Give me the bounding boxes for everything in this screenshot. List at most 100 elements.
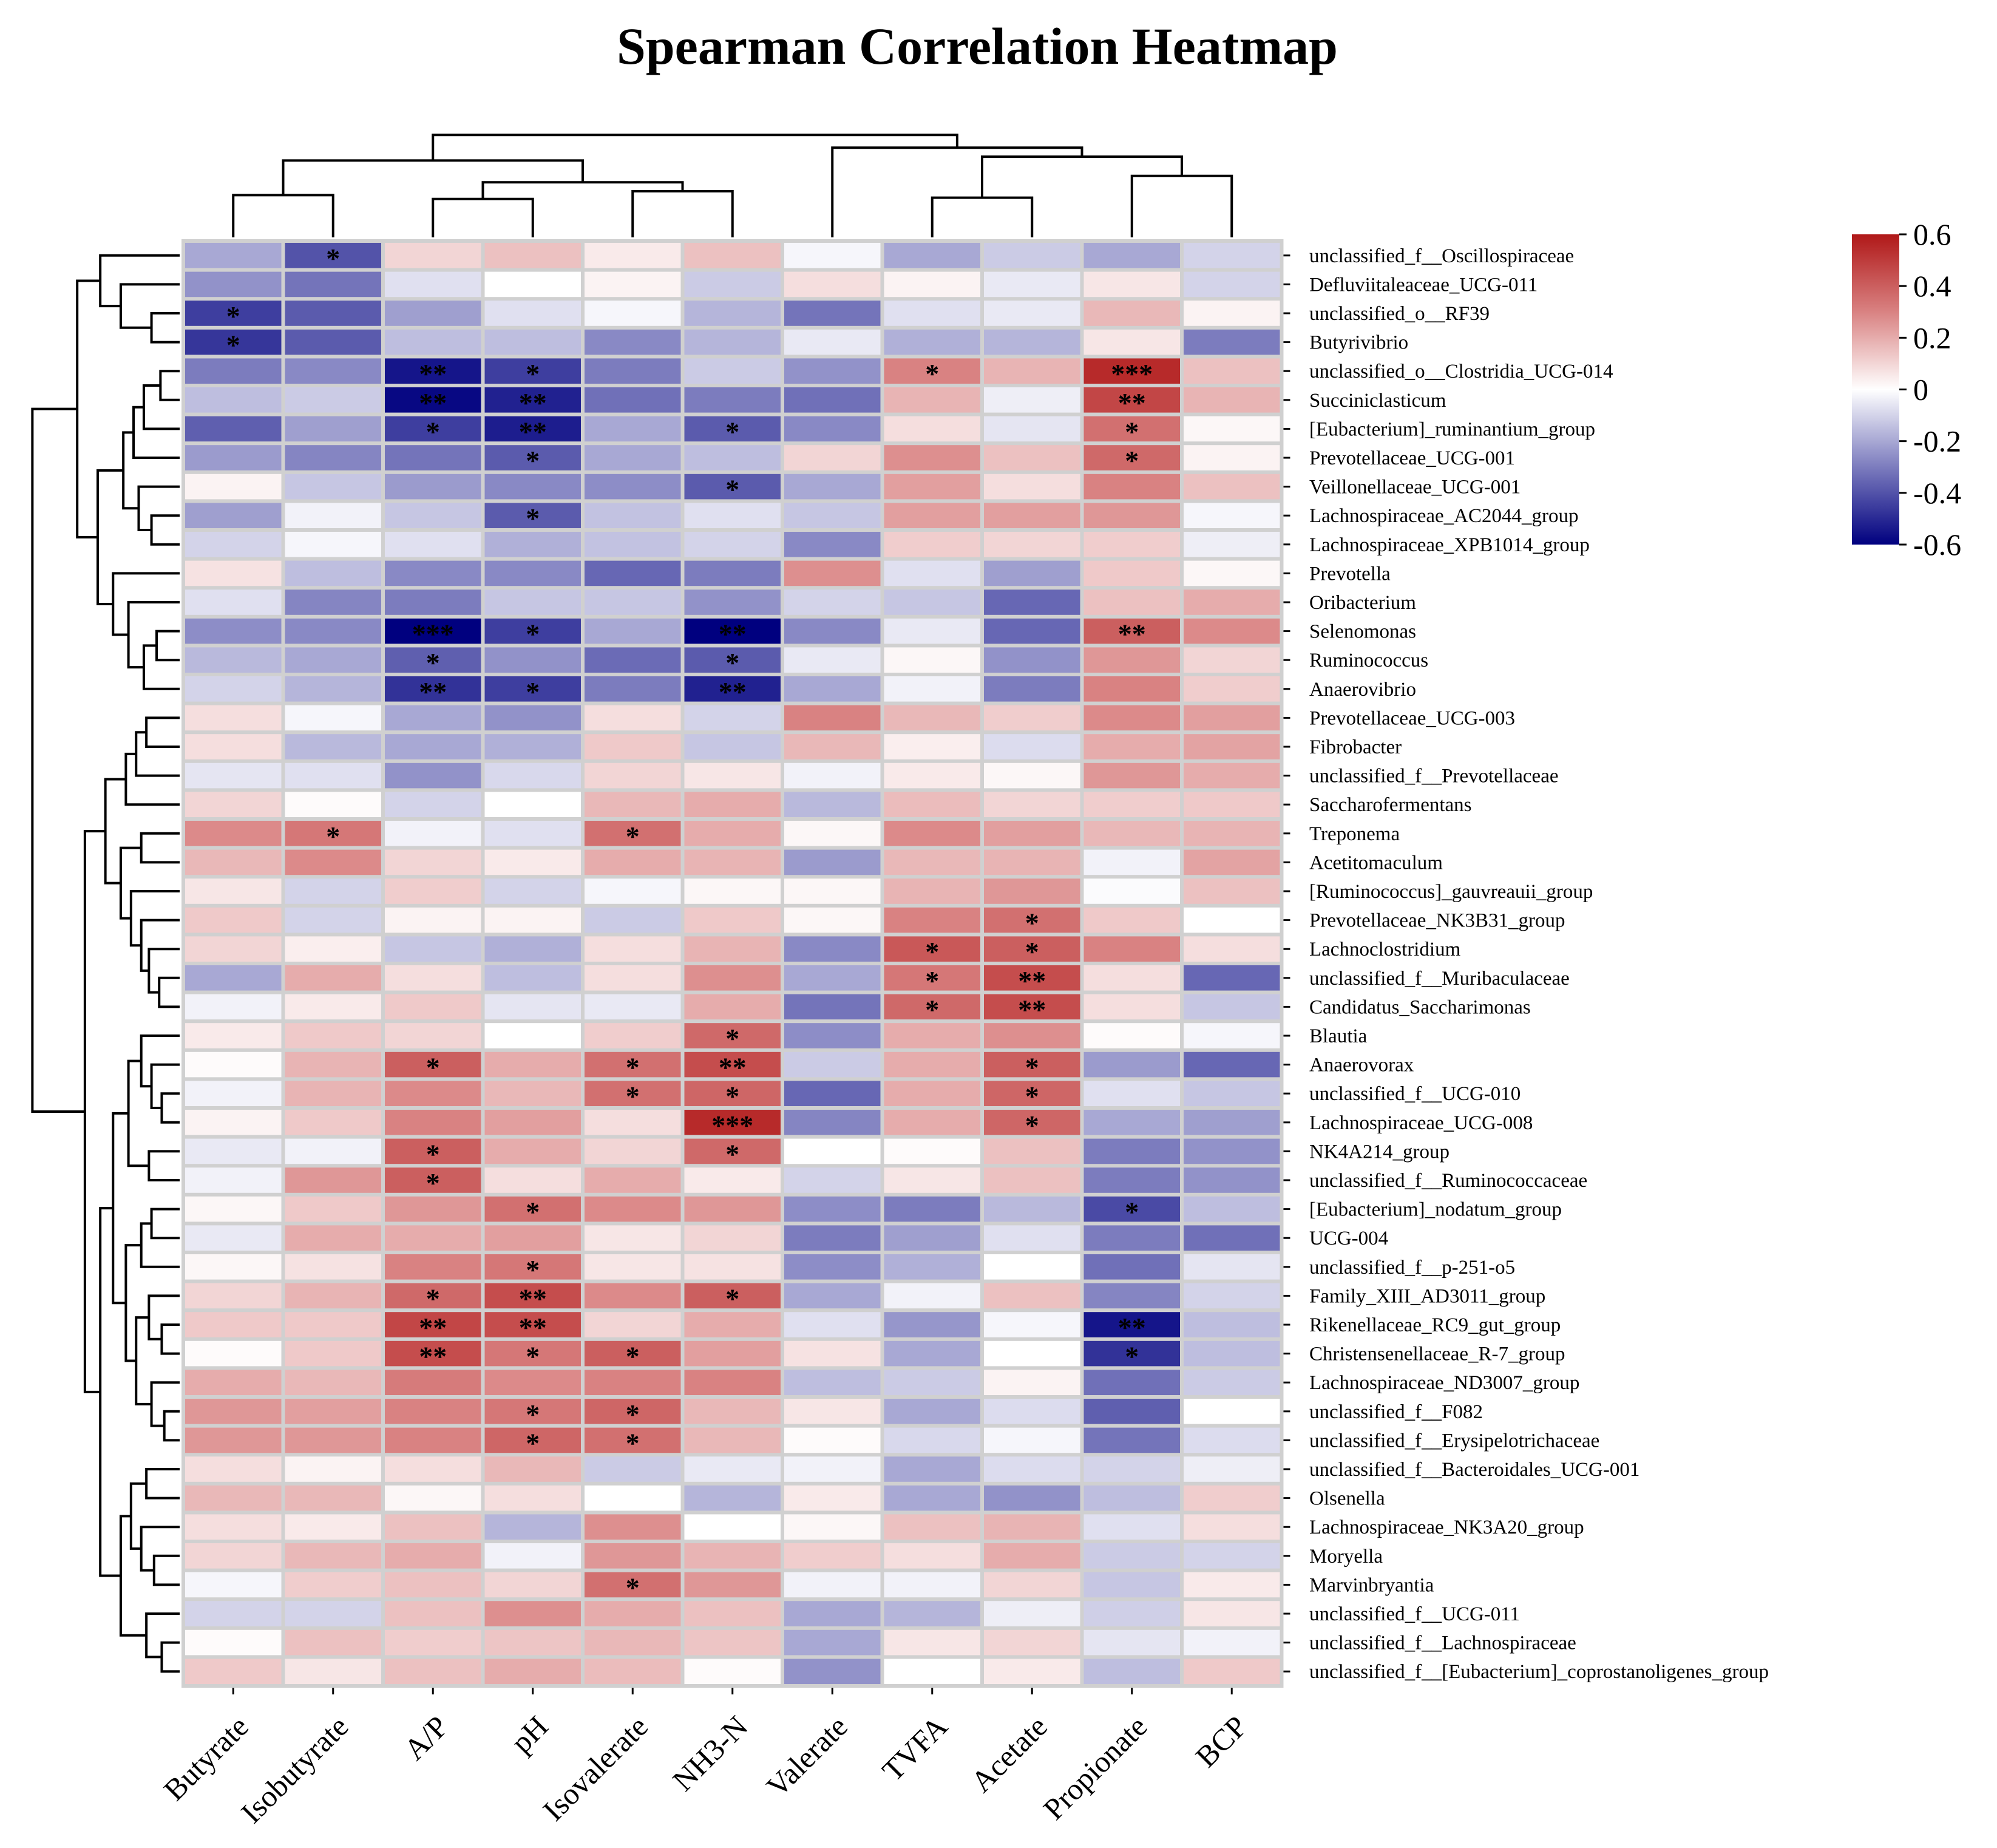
dendrogram-branch bbox=[147, 1294, 180, 1340]
colorbar-tick-label: 0 bbox=[1913, 373, 1928, 407]
heatmap-cell bbox=[585, 416, 681, 442]
heatmap-cell bbox=[984, 503, 1080, 528]
heatmap-cell bbox=[684, 1543, 781, 1569]
heatmap-cell bbox=[984, 792, 1080, 817]
heatmap-cell bbox=[1083, 1081, 1180, 1106]
row-label: unclassified_f__UCG-011 bbox=[1309, 1603, 1520, 1625]
heatmap-cell bbox=[884, 387, 980, 413]
heatmap-cell bbox=[285, 676, 381, 702]
heatmap-cell bbox=[684, 243, 781, 268]
heatmap-cell bbox=[1083, 1340, 1180, 1367]
heatmap-cell bbox=[1083, 1023, 1180, 1048]
heatmap-cell bbox=[285, 243, 381, 268]
row-label: UCG-004 bbox=[1309, 1228, 1388, 1249]
heatmap-cell bbox=[884, 1254, 980, 1280]
row-label: Succiniclasticum bbox=[1309, 390, 1446, 412]
dendrogram-branch bbox=[145, 1612, 180, 1659]
significance-marker: * bbox=[725, 474, 739, 505]
significance-marker: * bbox=[725, 416, 739, 447]
dendrogram-branch bbox=[122, 431, 139, 510]
heatmap-cell bbox=[1083, 1399, 1180, 1424]
heatmap-cell bbox=[984, 994, 1080, 1020]
significance-marker: ** bbox=[719, 676, 747, 707]
heatmap-cell bbox=[185, 1659, 282, 1684]
row-label: Acetitomaculum bbox=[1309, 852, 1443, 874]
heatmap-cell bbox=[385, 358, 481, 384]
heatmap-cell bbox=[585, 1051, 681, 1078]
heatmap-cell bbox=[585, 1312, 681, 1337]
heatmap-cell bbox=[484, 1023, 581, 1048]
heatmap-cell bbox=[884, 445, 980, 470]
row-label: unclassified_f__Prevotellaceae bbox=[1309, 766, 1559, 787]
heatmap-cell bbox=[285, 1427, 381, 1453]
heatmap-cell bbox=[1083, 618, 1180, 644]
heatmap-cell bbox=[1184, 1629, 1280, 1656]
chart-title: Spearman Correlation Heatmap bbox=[617, 17, 1338, 75]
heatmap-cell bbox=[484, 503, 581, 528]
heatmap-cell bbox=[884, 1081, 980, 1106]
heatmap-cell bbox=[585, 503, 681, 528]
column-dendrogram bbox=[232, 134, 1233, 237]
heatmap-cell bbox=[984, 1023, 1080, 1048]
heatmap-cell bbox=[285, 1572, 381, 1598]
heatmap-cell bbox=[784, 907, 881, 933]
heatmap-cell bbox=[784, 1167, 881, 1193]
column-label: NH3-N bbox=[666, 1709, 754, 1798]
heatmap-cell bbox=[185, 821, 282, 846]
heatmap-cells: ***** * * ***** ** *** ** * ** ****** * ** *** *** * **… bbox=[181, 239, 1284, 1688]
dendrogram-branch bbox=[1130, 174, 1233, 237]
heatmap-cell bbox=[784, 676, 881, 702]
dendrogram-branch bbox=[104, 778, 126, 885]
heatmap-cell bbox=[585, 849, 681, 875]
heatmap-cell bbox=[585, 907, 681, 933]
significance-marker: * bbox=[1125, 416, 1139, 447]
heatmap-cell bbox=[385, 965, 481, 991]
heatmap-cell bbox=[385, 1283, 481, 1309]
heatmap-cell bbox=[285, 1514, 381, 1540]
heatmap-cell bbox=[984, 474, 1080, 500]
heatmap-cell bbox=[385, 1110, 481, 1135]
heatmap-cell bbox=[484, 243, 581, 268]
heatmap-cell bbox=[585, 243, 681, 268]
heatmap-cell bbox=[784, 1110, 881, 1135]
heatmap-cell bbox=[484, 532, 581, 557]
significance-marker: * bbox=[326, 821, 340, 852]
heatmap-cell bbox=[1184, 647, 1280, 673]
heatmap-cell bbox=[1184, 387, 1280, 413]
heatmap-cell bbox=[385, 1399, 481, 1424]
heatmap-cell bbox=[484, 387, 581, 413]
heatmap-cell bbox=[1184, 532, 1280, 557]
heatmap-cell bbox=[484, 1514, 581, 1540]
heatmap-cell bbox=[684, 1312, 781, 1337]
heatmap-cell bbox=[884, 1138, 980, 1164]
heatmap-cell bbox=[884, 1225, 980, 1251]
significance-marker: * bbox=[526, 1341, 540, 1372]
heatmap-cell bbox=[484, 1081, 581, 1106]
heatmap-cell bbox=[585, 301, 681, 326]
heatmap-cell bbox=[385, 1023, 481, 1048]
heatmap-cell bbox=[185, 1601, 282, 1626]
column-label: Isovalerate bbox=[536, 1709, 654, 1827]
row-label: Rikenellaceae_RC9_gut_group bbox=[1309, 1314, 1561, 1336]
significance-marker: *** bbox=[412, 619, 454, 650]
dendrogram-branch bbox=[127, 1059, 149, 1167]
heatmap-cell bbox=[385, 1225, 481, 1251]
heatmap-cell bbox=[285, 1167, 381, 1193]
heatmap-cell bbox=[385, 1427, 481, 1453]
heatmap-cell bbox=[784, 792, 881, 817]
dendrogram-branch bbox=[135, 731, 180, 777]
heatmap-cell bbox=[585, 1543, 681, 1569]
heatmap-cell bbox=[484, 734, 581, 759]
heatmap-cell bbox=[484, 878, 581, 904]
significance-marker: ** bbox=[519, 416, 547, 447]
heatmap-cell bbox=[884, 1485, 980, 1511]
significance-marker: * bbox=[626, 821, 640, 852]
heatmap-cell bbox=[1184, 1659, 1280, 1684]
heatmap-cell bbox=[484, 358, 581, 384]
column-label: A/P bbox=[397, 1709, 455, 1767]
heatmap-cell bbox=[1083, 821, 1180, 846]
colorbar: 0.6 0.4 0.2 0 -0.2 -0.4 -0.6 bbox=[1852, 217, 1961, 562]
heatmap-cell bbox=[984, 1167, 1080, 1193]
heatmap-cell bbox=[784, 1312, 881, 1337]
heatmap-cell bbox=[185, 936, 282, 962]
